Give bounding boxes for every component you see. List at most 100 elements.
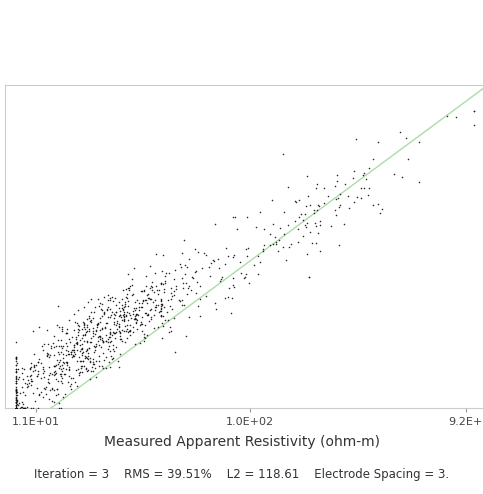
Point xyxy=(402,134,410,142)
Point xyxy=(127,330,134,338)
Point xyxy=(109,341,116,349)
Point xyxy=(109,354,117,362)
Point xyxy=(102,337,110,345)
Point xyxy=(93,372,100,380)
Point xyxy=(57,342,65,350)
Point xyxy=(17,403,25,411)
Point xyxy=(333,177,341,185)
Point xyxy=(34,404,42,412)
Point xyxy=(21,404,29,412)
Point xyxy=(56,342,63,350)
Point xyxy=(65,372,73,380)
Point xyxy=(218,273,226,281)
Point xyxy=(62,358,70,366)
Point xyxy=(92,327,100,335)
Point xyxy=(142,272,150,280)
Point xyxy=(89,329,97,337)
Point xyxy=(48,397,56,405)
Point xyxy=(231,213,239,221)
Point xyxy=(45,371,53,379)
Point xyxy=(91,343,99,351)
Point xyxy=(102,330,110,338)
Point xyxy=(81,352,89,360)
Point xyxy=(153,287,161,294)
Point xyxy=(92,340,99,348)
Point xyxy=(251,261,258,269)
Point xyxy=(19,400,27,408)
Point xyxy=(222,245,230,252)
Point xyxy=(121,338,129,346)
Point xyxy=(470,107,478,115)
Point xyxy=(91,303,99,311)
Point xyxy=(77,357,85,365)
Point xyxy=(70,346,77,354)
Point xyxy=(13,404,20,412)
Point xyxy=(93,320,101,328)
Point xyxy=(105,342,113,350)
Point xyxy=(50,398,58,406)
Point xyxy=(327,222,334,230)
Point xyxy=(146,262,154,270)
Point xyxy=(132,304,140,312)
Point xyxy=(13,366,20,373)
Point xyxy=(211,220,218,228)
Point xyxy=(27,381,35,389)
Point xyxy=(132,318,140,326)
Point xyxy=(254,252,262,260)
Point xyxy=(68,354,76,362)
Point xyxy=(159,280,167,288)
Point xyxy=(13,400,21,408)
Point xyxy=(24,382,31,390)
Point xyxy=(128,290,136,298)
Point xyxy=(94,333,101,341)
Point xyxy=(122,302,129,310)
Point xyxy=(123,289,131,297)
Point xyxy=(155,308,163,316)
Point xyxy=(272,238,280,246)
Point xyxy=(92,326,99,334)
Point xyxy=(31,367,39,374)
Point xyxy=(108,293,116,301)
Point xyxy=(89,358,97,366)
Point xyxy=(267,241,274,249)
Point xyxy=(160,288,168,296)
Point xyxy=(114,304,122,312)
Point xyxy=(118,326,126,334)
Point xyxy=(224,293,232,301)
Point xyxy=(207,259,215,267)
Point xyxy=(65,365,72,373)
Point xyxy=(141,334,149,342)
Point xyxy=(313,206,321,214)
Point xyxy=(13,383,20,391)
Point xyxy=(341,180,349,188)
Point xyxy=(35,323,43,331)
Point xyxy=(118,316,126,324)
Point xyxy=(124,328,132,336)
Point xyxy=(303,172,311,180)
Point xyxy=(57,365,64,372)
Point xyxy=(75,353,83,361)
Point xyxy=(67,350,75,358)
Point xyxy=(145,294,153,302)
Point xyxy=(113,318,121,326)
Point xyxy=(114,319,121,327)
Point xyxy=(374,200,382,208)
Point xyxy=(54,302,62,310)
Point xyxy=(84,366,92,373)
Point xyxy=(245,280,253,288)
Point xyxy=(259,247,267,255)
Point xyxy=(149,298,157,306)
Point xyxy=(13,386,20,394)
Point xyxy=(64,347,71,355)
Point xyxy=(133,296,141,304)
Point xyxy=(295,196,302,204)
Point xyxy=(99,310,107,318)
Point xyxy=(140,286,147,293)
Point xyxy=(92,357,100,365)
Point xyxy=(43,340,51,348)
Point xyxy=(85,326,93,333)
Point xyxy=(55,358,63,366)
Point xyxy=(55,365,63,372)
Point xyxy=(105,345,113,353)
Point xyxy=(179,301,186,309)
